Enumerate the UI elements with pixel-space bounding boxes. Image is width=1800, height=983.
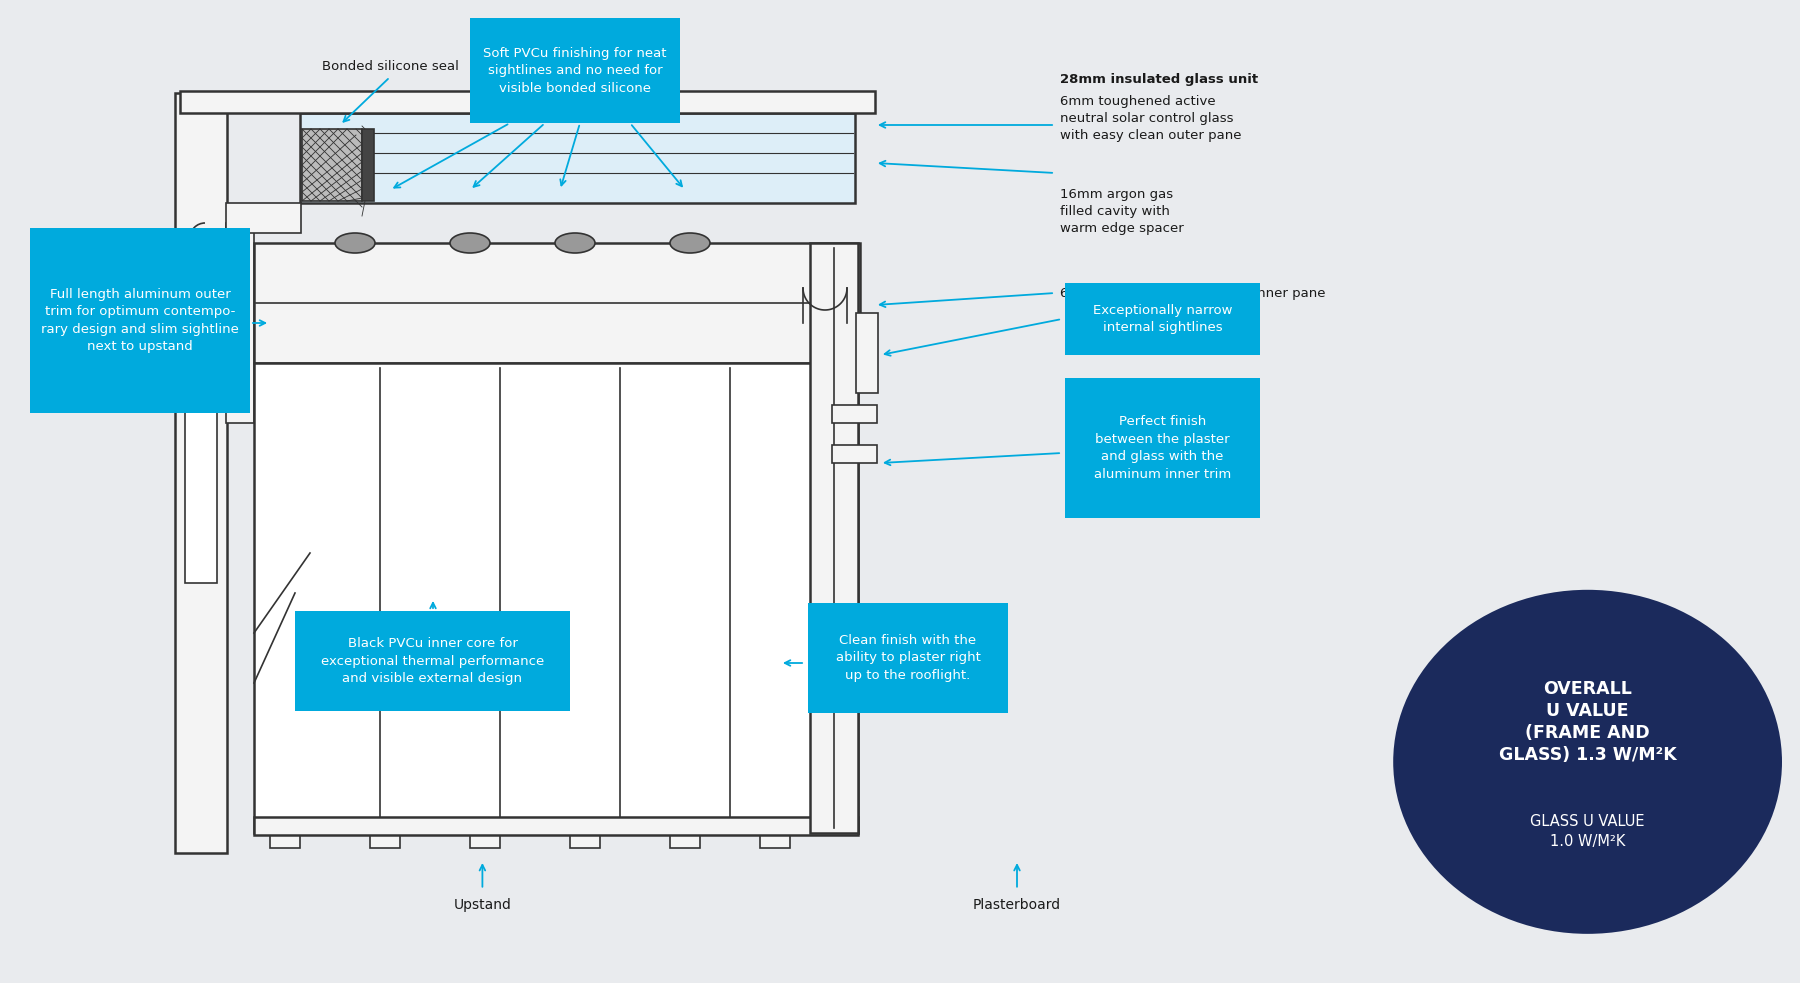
Bar <box>857 313 878 393</box>
Text: Black PVCu inner core for
exceptional thermal performance
and visible external d: Black PVCu inner core for exceptional th… <box>320 637 544 685</box>
Ellipse shape <box>335 233 374 253</box>
Bar <box>832 405 877 423</box>
Text: GLASS U VALUE
1.0 W/M²K: GLASS U VALUE 1.0 W/M²K <box>1530 815 1645 849</box>
Bar <box>254 817 859 835</box>
Bar <box>832 445 877 463</box>
Bar <box>371 826 400 848</box>
Text: Full length aluminum outer
trim for optimum contempo-
rary design and slim sight: Full length aluminum outer trim for opti… <box>41 288 239 353</box>
Bar <box>1066 283 1260 355</box>
Text: Upstand: Upstand <box>454 897 511 911</box>
Text: 28mm insulated glass unit: 28mm insulated glass unit <box>1060 73 1258 86</box>
Bar <box>760 826 790 848</box>
Bar <box>810 243 859 833</box>
Bar <box>254 368 824 828</box>
Text: 6mm toughened glass low-E inner pane: 6mm toughened glass low-E inner pane <box>1060 286 1325 300</box>
Ellipse shape <box>554 233 596 253</box>
Bar <box>175 93 227 853</box>
Ellipse shape <box>450 233 490 253</box>
Text: Clean finish with the
ability to plaster right
up to the rooflight.: Clean finish with the ability to plaster… <box>835 634 981 682</box>
Bar <box>254 243 860 363</box>
Bar <box>362 129 374 201</box>
Bar <box>1066 378 1260 518</box>
Bar <box>571 826 599 848</box>
Bar <box>180 91 875 113</box>
Ellipse shape <box>670 233 709 253</box>
Text: Exceptionally narrow
internal sightlines: Exceptionally narrow internal sightlines <box>1093 304 1233 334</box>
Text: OVERALL
U VALUE
(FRAME AND
GLASS) 1.3 W/M²K: OVERALL U VALUE (FRAME AND GLASS) 1.3 W/… <box>1499 679 1676 764</box>
Bar <box>808 603 1008 713</box>
Text: Perfect finish
between the plaster
and glass with the
aluminum inner trim: Perfect finish between the plaster and g… <box>1094 415 1231 481</box>
Text: Plasterboard: Plasterboard <box>974 897 1060 911</box>
Bar <box>301 113 855 203</box>
Text: Soft PVCu finishing for neat
sightlines and no need for
visible bonded silicone: Soft PVCu finishing for neat sightlines … <box>482 46 666 94</box>
Bar <box>185 323 218 583</box>
Text: 16mm argon gas
filled cavity with
warm edge spacer: 16mm argon gas filled cavity with warm e… <box>1060 188 1184 235</box>
Bar <box>756 373 812 553</box>
Bar <box>227 203 301 233</box>
Bar <box>270 826 301 848</box>
Text: Bonded silicone seal: Bonded silicone seal <box>322 60 459 73</box>
Ellipse shape <box>1393 590 1782 934</box>
Bar <box>470 826 500 848</box>
Bar <box>670 826 700 848</box>
Bar <box>31 228 250 413</box>
Bar <box>227 223 254 423</box>
Bar <box>295 611 571 711</box>
Bar <box>254 363 859 833</box>
Text: 6mm toughened active
neutral solar control glass
with easy clean outer pane: 6mm toughened active neutral solar contr… <box>1060 95 1242 142</box>
Bar <box>470 18 680 123</box>
Bar <box>302 129 362 201</box>
